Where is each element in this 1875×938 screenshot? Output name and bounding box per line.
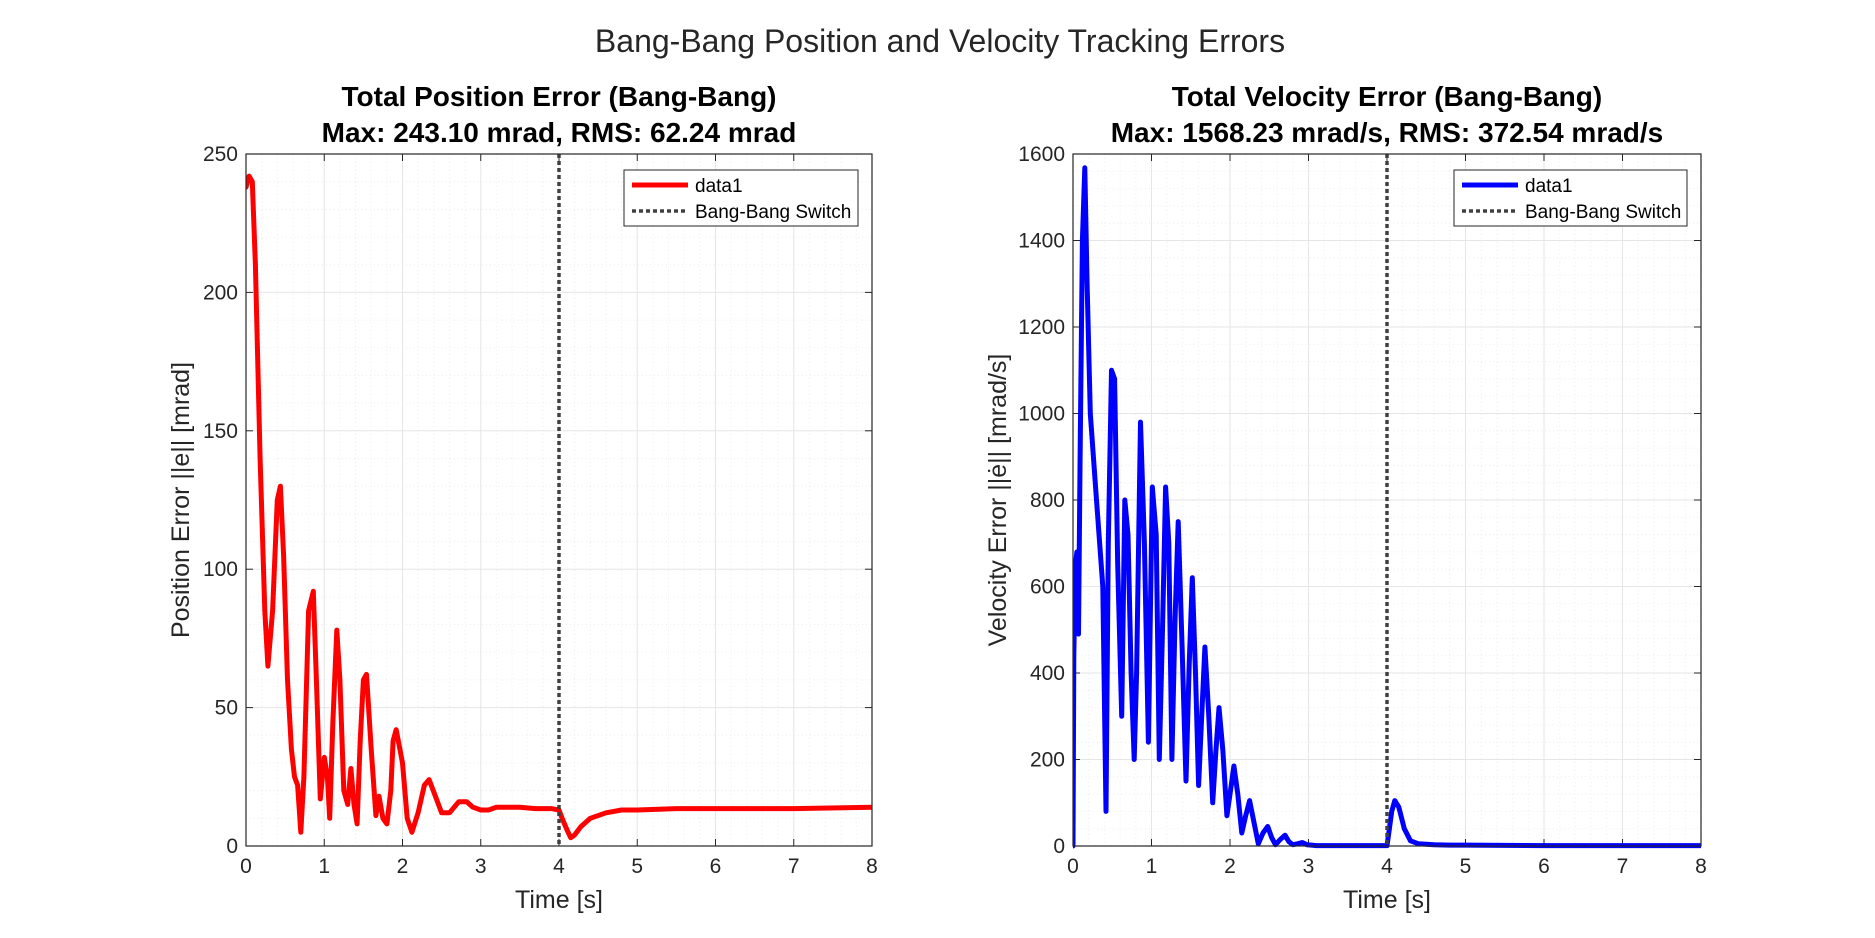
y-tick-label: 0 <box>226 835 238 858</box>
y-tick-label: 50 <box>215 697 238 720</box>
axes-frame <box>245 153 873 847</box>
x-tick-label: 3 <box>1303 855 1315 878</box>
y-tick-label: 1200 <box>1018 316 1065 339</box>
y-tick-label: 100 <box>203 558 238 581</box>
y-tick-label: 400 <box>1030 662 1065 685</box>
legend-label-switch: Bang-Bang Switch <box>695 202 851 223</box>
y-tick-label: 800 <box>1030 489 1065 512</box>
y-tick-label: 0 <box>1053 835 1065 858</box>
x-tick-label: 1 <box>1146 855 1158 878</box>
x-tick-label: 7 <box>1617 855 1629 878</box>
x-tick-label: 1 <box>318 855 330 878</box>
x-tick-label: 8 <box>1695 855 1707 878</box>
legend-box <box>623 169 859 227</box>
velocity-error-plot: 0 1 2 3 4 5 6 7 8 0 200 400 600 800 1000 1200 1400 1600 To… <box>984 81 1707 914</box>
y-tick-label: 1600 <box>1018 143 1065 166</box>
y-tick-label: 250 <box>203 143 238 166</box>
y-tick-label: 150 <box>203 420 238 443</box>
x-tick-label: 6 <box>1538 855 1550 878</box>
x-tick-label: 0 <box>1067 855 1079 878</box>
figure-title: Bang-Bang Position and Velocity Tracking… <box>595 23 1285 59</box>
y-axis-label: Position Error ||e|| [mrad] <box>167 362 195 638</box>
y-tick-label: 1400 <box>1018 230 1065 253</box>
y-tick-label: 600 <box>1030 576 1065 599</box>
y-tick-label: 200 <box>1030 749 1065 772</box>
plot-subtitle: Max: 243.10 mrad, RMS: 62.24 mrad <box>322 117 797 148</box>
x-tick-label: 3 <box>475 855 487 878</box>
x-tick-label: 4 <box>1381 855 1393 878</box>
x-axis-label: Time [s] <box>1343 886 1431 914</box>
x-tick-label: 5 <box>1460 855 1472 878</box>
x-tick-label: 7 <box>788 855 800 878</box>
x-tick-label: 2 <box>397 855 409 878</box>
x-tick-label: 5 <box>631 855 643 878</box>
plot-title: Total Velocity Error (Bang-Bang) <box>1172 81 1602 112</box>
x-tick-label: 6 <box>710 855 722 878</box>
position-error-plot: 0 1 2 3 4 5 6 7 8 0 50 100 150 200 250 Total Position E… <box>167 81 878 914</box>
legend-label-data1: data1 <box>695 176 743 197</box>
x-tick-label: 0 <box>240 855 252 878</box>
legend-label-data1: data1 <box>1525 176 1573 197</box>
plot-subtitle: Max: 1568.23 mrad/s, RMS: 372.54 mrad/s <box>1111 117 1664 148</box>
x-axis-label: Time [s] <box>515 886 603 914</box>
y-tick-label: 200 <box>203 281 238 304</box>
x-tick-label: 4 <box>553 855 565 878</box>
legend-label-switch: Bang-Bang Switch <box>1525 202 1681 223</box>
plot-title: Total Position Error (Bang-Bang) <box>341 81 776 112</box>
x-tick-label: 2 <box>1224 855 1236 878</box>
legend-box <box>1453 169 1688 227</box>
y-axis-label: Velocity Error ||ė|| [mrad/s] <box>984 354 1012 647</box>
y-tick-label: 1000 <box>1018 403 1065 426</box>
x-tick-label: 8 <box>866 855 878 878</box>
axes-frame <box>1072 153 1702 847</box>
